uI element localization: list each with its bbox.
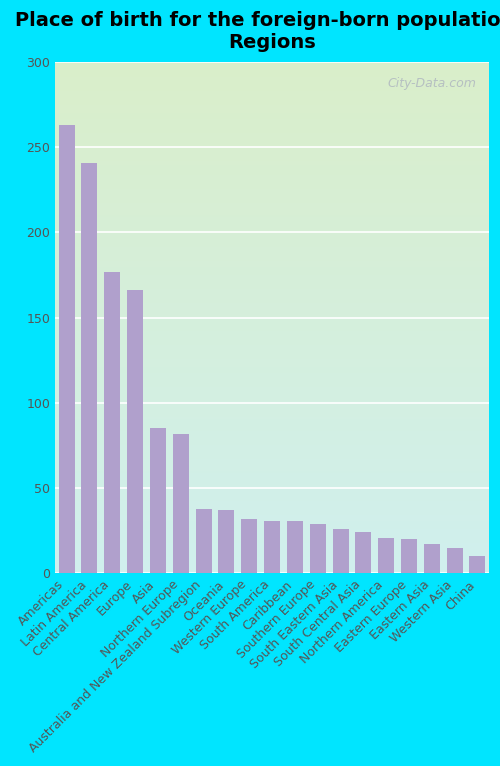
Bar	[264, 521, 280, 573]
Bar	[332, 529, 348, 573]
Bar	[287, 521, 303, 573]
Bar	[356, 532, 372, 573]
Bar	[470, 556, 486, 573]
Bar	[424, 545, 440, 573]
Text: City-Data.com: City-Data.com	[387, 77, 476, 90]
Bar	[218, 510, 234, 573]
Bar	[104, 272, 120, 573]
Bar	[127, 290, 143, 573]
Bar	[82, 162, 98, 573]
Bar	[401, 539, 417, 573]
Bar	[446, 548, 462, 573]
Bar	[173, 434, 189, 573]
Bar	[378, 538, 394, 573]
Bar	[58, 125, 74, 573]
Bar	[310, 524, 326, 573]
Bar	[150, 428, 166, 573]
Bar	[241, 519, 257, 573]
Bar	[196, 509, 212, 573]
Title: Place of birth for the foreign-born population -
Regions: Place of birth for the foreign-born popu…	[15, 11, 500, 52]
